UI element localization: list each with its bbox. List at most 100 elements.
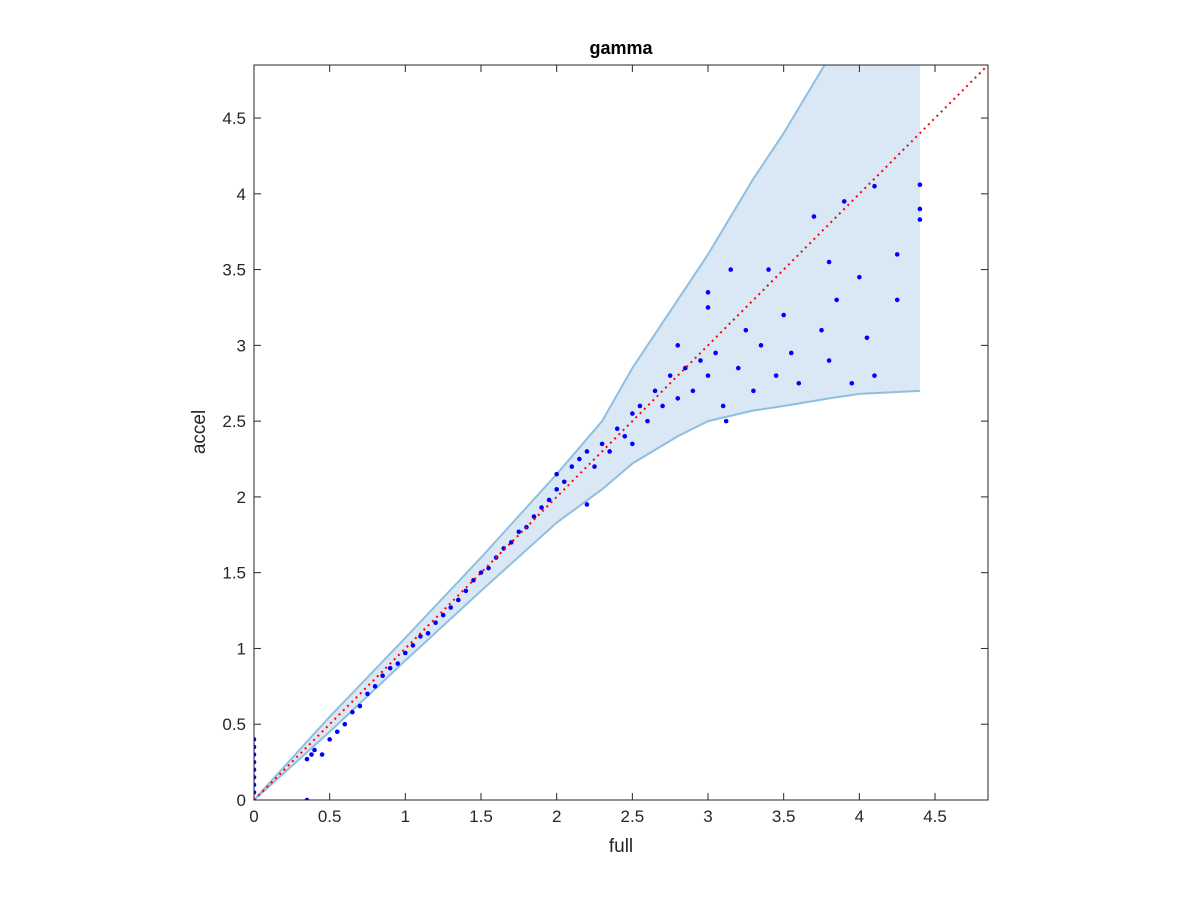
scatter-point — [334, 729, 340, 735]
scatter-point — [872, 183, 877, 189]
y-tick-label: 4 — [237, 185, 246, 204]
y-tick-label: 3 — [237, 336, 246, 355]
scatter-point — [254, 744, 257, 750]
scatter-point — [380, 673, 385, 679]
scatter-point — [675, 343, 681, 348]
scatter-point — [592, 464, 597, 469]
x-tick-label: 2 — [552, 807, 561, 826]
y-tick-label: 2.5 — [222, 412, 246, 431]
scatter-point — [546, 497, 552, 503]
scatter-point — [720, 403, 726, 409]
scatter-point — [894, 297, 900, 303]
scatter-point — [614, 426, 620, 432]
y-tick-label: 2 — [237, 488, 246, 507]
scatter-point — [690, 388, 696, 394]
scatter-point — [561, 479, 567, 485]
scatter-point — [410, 643, 416, 648]
scatter-point — [819, 327, 824, 333]
scatter-point — [554, 471, 559, 477]
scatter-point — [584, 449, 590, 454]
scatter-point — [433, 620, 438, 625]
scatter-point — [584, 502, 590, 507]
x-tick-label: 1 — [401, 807, 410, 826]
scatter-point — [254, 782, 257, 788]
scatter-point — [387, 665, 393, 671]
x-tick-label: 0 — [249, 807, 258, 826]
scatter-point — [327, 737, 332, 742]
scatter-point — [675, 396, 681, 401]
scatter-point — [569, 464, 575, 469]
scatter-point — [418, 634, 423, 639]
y-tick-label: 4.5 — [222, 109, 246, 128]
y-tick-label: 0.5 — [222, 715, 246, 734]
scatter-point — [622, 433, 628, 439]
scatter-point — [652, 388, 658, 394]
scatter-point — [857, 274, 862, 280]
scatter-point — [486, 565, 491, 571]
x-tick-label: 3.5 — [772, 807, 796, 826]
scatter-point — [372, 684, 378, 689]
scatter-point — [342, 721, 348, 727]
scatter-point — [698, 358, 703, 363]
scatter-point — [312, 747, 317, 753]
scatter-point — [788, 350, 794, 356]
scatter-point — [826, 358, 832, 363]
scatter-point — [713, 350, 718, 356]
band-fill — [254, 65, 920, 800]
scatter-point — [254, 790, 257, 795]
scatter-point — [630, 411, 635, 416]
x-tick-label: 1.5 — [469, 807, 493, 826]
scatter-point — [743, 327, 749, 333]
scatter-point — [531, 514, 537, 519]
scatter-point — [309, 752, 314, 757]
y-tick-label: 3.5 — [222, 261, 246, 280]
scatter-point — [403, 650, 408, 656]
x-tick-label: 3 — [703, 807, 712, 826]
scatter-point — [607, 449, 612, 454]
scatter-point — [766, 267, 771, 272]
scatter-point — [917, 182, 923, 188]
scatter-point — [539, 505, 544, 510]
scatter-point — [254, 752, 257, 757]
scatter-point — [395, 661, 401, 666]
scatter-point — [705, 290, 711, 295]
x-tick-label: 0.5 — [318, 807, 342, 826]
scatter-point — [319, 752, 325, 757]
y-tick-label: 1 — [237, 639, 246, 658]
scatter-point — [645, 418, 650, 424]
y-tick-label: 0 — [237, 791, 246, 810]
scatter-point — [254, 774, 257, 780]
scatter-point — [796, 380, 802, 386]
scatter-point — [599, 441, 605, 447]
scatter-point — [254, 767, 257, 772]
scatter-point — [554, 487, 559, 492]
scatter-point — [751, 388, 756, 394]
scatter-point — [834, 297, 839, 303]
x-tick-label: 4.5 — [923, 807, 947, 826]
scatter-point — [864, 335, 870, 341]
scatter-point — [516, 529, 522, 535]
scatter-point — [448, 605, 454, 610]
scatter-point — [425, 630, 431, 636]
scatter-point — [773, 373, 779, 378]
scatter-point — [508, 540, 514, 545]
scatter-point — [660, 403, 665, 409]
scatter-point — [365, 691, 370, 697]
scatter-point — [811, 214, 817, 219]
scatter-point — [456, 597, 461, 603]
scatter-point — [350, 709, 355, 715]
scatter-point — [254, 759, 257, 765]
scatter-point — [723, 418, 729, 424]
reference-line — [254, 65, 988, 800]
scatter-point — [917, 206, 923, 212]
scatter-point — [254, 737, 257, 742]
scatter-point — [826, 259, 832, 265]
scatter-point — [637, 403, 643, 409]
x-tick-label: 4 — [855, 807, 864, 826]
scatter-point — [357, 703, 363, 709]
x-axis-label: full — [609, 836, 633, 857]
scatter-point — [849, 380, 855, 386]
scatter-point — [872, 373, 877, 378]
scatter-point — [894, 252, 900, 257]
